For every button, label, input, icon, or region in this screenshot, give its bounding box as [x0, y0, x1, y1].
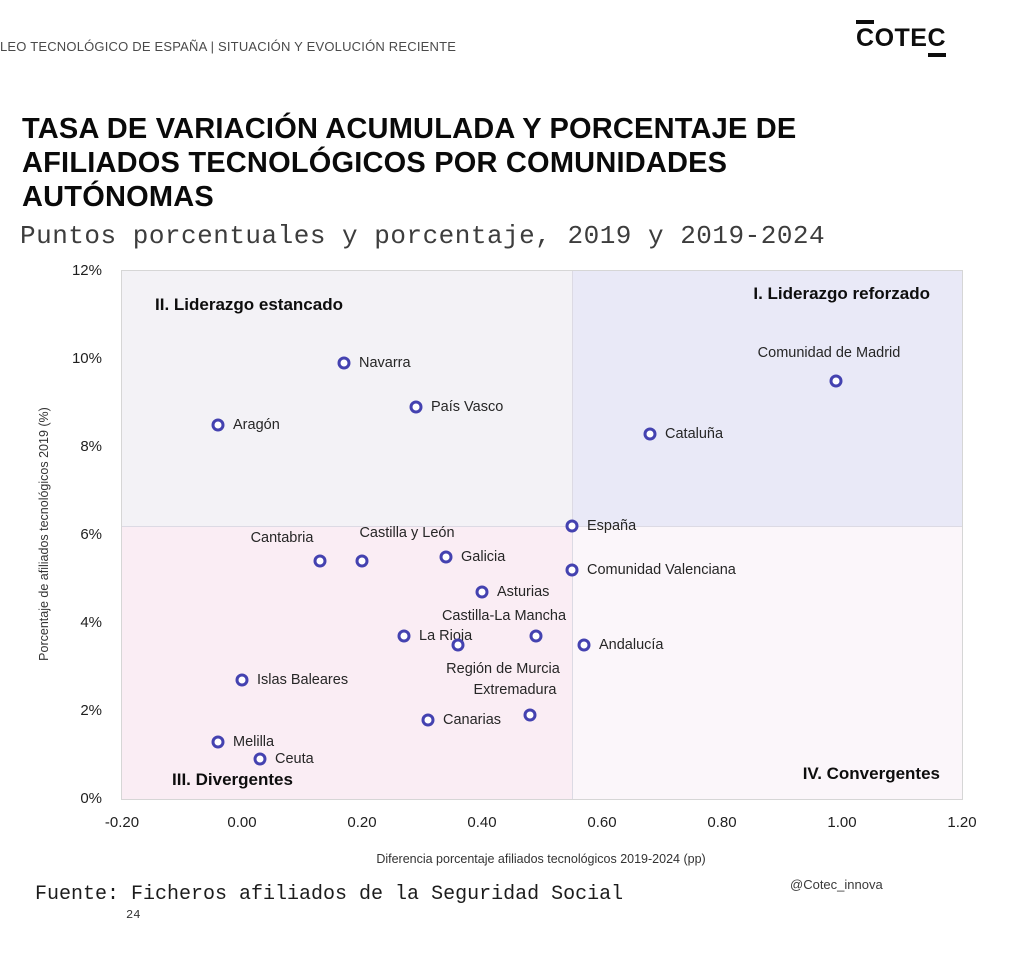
quadrant-q3 — [122, 526, 572, 799]
twitter-handle: @Cotec_innova — [790, 877, 883, 892]
y-tick-label: 10% — [71, 350, 102, 367]
y-tick-label: 8% — [80, 438, 102, 455]
page-title: TASA DE VARIACIÓN ACUMULADA Y PORCENTAJE… — [22, 112, 796, 214]
data-point-label: Castilla y León — [359, 525, 455, 542]
y-tick-label: 12% — [71, 262, 102, 279]
data-point-label: Asturias — [497, 584, 550, 601]
data-point-label: País Vasco — [431, 399, 504, 416]
data-point-marker — [409, 400, 423, 414]
data-point-marker — [421, 713, 435, 727]
logo-letters-middle: OTE — [874, 24, 928, 52]
data-point-marker — [523, 708, 537, 722]
data-point-marker — [565, 519, 579, 533]
data-point-marker — [211, 418, 225, 432]
quadrant-label-q2: II. Liderazgo estancado — [155, 295, 343, 314]
x-tick-label: 1.20 — [947, 814, 977, 831]
data-point-label: Galicia — [461, 549, 506, 565]
data-point-label: Extremadura — [473, 682, 557, 699]
source-note: Fuente: Ficheros afiliados de la Segurid… — [35, 883, 624, 906]
data-point-label: Aragón — [233, 417, 280, 433]
data-point-marker — [829, 374, 843, 388]
x-tick-label: 0.80 — [707, 814, 737, 831]
quadrant-label-q3: III. Divergentes — [172, 770, 293, 789]
data-point-label: Castilla-La Mancha — [441, 608, 567, 625]
page-header-text: LEO TECNOLÓGICO DE ESPAÑA | SITUACIÓN Y … — [0, 39, 457, 54]
x-tick-label: -0.20 — [104, 814, 140, 831]
cotec-logo: COTEC — [856, 20, 947, 57]
data-point-marker — [439, 550, 453, 564]
data-point-label: Región de Murcia — [446, 661, 560, 677]
boundary-line-vertical — [571, 271, 573, 799]
data-point-marker — [355, 554, 369, 568]
data-point-marker — [577, 638, 591, 652]
data-point-label: Melilla — [233, 733, 275, 750]
page-title-line-1: TASA DE VARIACIÓN ACUMULADA Y PORCENTAJE… — [22, 113, 797, 145]
scatter-plot: I. Liderazgo reforzado II. Liderazgo esta… — [72, 262, 977, 831]
logo-letter-first: C — [856, 20, 875, 52]
data-point-marker — [475, 585, 489, 599]
data-point-marker — [643, 427, 657, 441]
data-point-marker — [235, 673, 249, 687]
y-tick-label: 4% — [80, 614, 102, 631]
y-axis-title: Porcentaje de afiliados tecnológicos 201… — [37, 407, 51, 661]
x-tick-label: 1.00 — [827, 814, 857, 831]
data-point-marker — [397, 629, 411, 643]
data-point-label: Ceuta — [275, 751, 314, 768]
data-point-marker — [451, 638, 465, 652]
x-tick-label: 0.20 — [347, 814, 377, 831]
page-title-line-3: AUTÓNOMAS — [22, 181, 214, 213]
data-point-label: La Rioja — [419, 628, 473, 645]
x-tick-label: 0.60 — [587, 814, 617, 831]
data-point-marker — [313, 554, 327, 568]
boundary-line-horizontal — [122, 525, 962, 527]
data-point-label: España — [587, 518, 637, 535]
data-point-marker — [529, 629, 543, 643]
data-point-label: Islas Baleares — [257, 672, 349, 689]
data-point-label: Cataluña — [665, 425, 724, 442]
logo-letter-last: C — [927, 24, 947, 57]
quadrant-q4 — [572, 526, 962, 799]
data-point-label: Comunidad de Madrid — [757, 345, 901, 361]
quadrant-label-q4: IV. Convergentes — [802, 764, 940, 783]
quadrant-label-q1: I. Liderazgo reforzado — [753, 284, 930, 303]
data-point-marker — [253, 752, 267, 766]
y-tick-label: 6% — [80, 526, 102, 543]
data-point-label: Cantabria — [250, 530, 314, 547]
data-point-label: Andalucía — [599, 637, 664, 653]
data-point-marker — [211, 735, 225, 749]
page-number: 24 — [126, 908, 141, 922]
quadrant-q1 — [572, 271, 962, 527]
page-title-line-2: AFILIADOS TECNOLÓGICOS POR COMUNIDADES — [22, 147, 728, 179]
x-axis-title: Diferencia porcentaje afiliados tecnológ… — [376, 852, 706, 866]
data-point-label: Comunidad Valenciana — [587, 562, 736, 579]
data-point-marker — [337, 356, 351, 370]
y-tick-label: 2% — [80, 702, 102, 719]
data-point-marker — [565, 563, 579, 577]
data-point-label: Canarias — [443, 711, 502, 728]
x-tick-label: 0.00 — [227, 814, 257, 831]
x-tick-label: 0.40 — [467, 814, 497, 831]
page-subtitle: Puntos porcentuales y porcentaje, 2019 y… — [20, 221, 826, 251]
quadrant-q2 — [122, 271, 572, 527]
data-point-label: Navarra — [359, 355, 411, 372]
y-tick-label: 0% — [80, 790, 102, 807]
